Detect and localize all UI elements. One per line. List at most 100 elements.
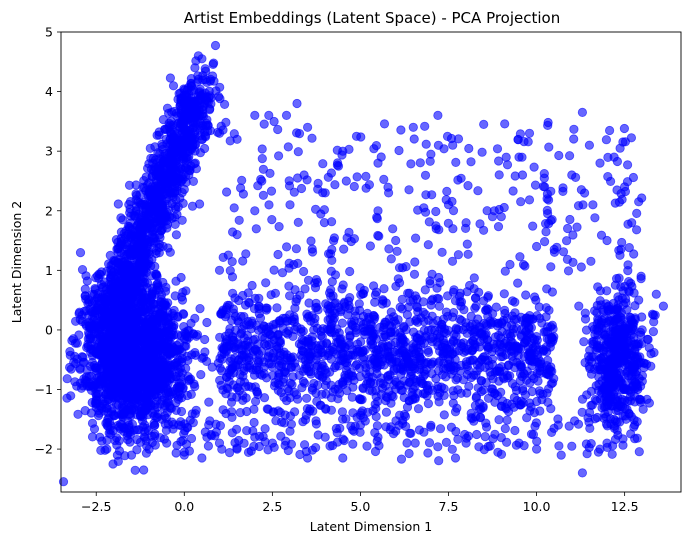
data-point bbox=[284, 281, 294, 291]
data-point bbox=[378, 295, 388, 305]
data-point bbox=[580, 308, 590, 318]
data-point bbox=[137, 288, 147, 299]
data-point bbox=[434, 456, 444, 466]
data-point bbox=[620, 294, 631, 304]
data-point bbox=[437, 247, 447, 257]
data-point bbox=[103, 354, 113, 365]
data-point bbox=[72, 338, 82, 348]
data-point bbox=[477, 147, 487, 157]
data-point bbox=[148, 340, 158, 350]
data-point bbox=[351, 360, 361, 371]
data-point bbox=[201, 132, 211, 142]
data-point bbox=[280, 410, 290, 420]
data-point bbox=[301, 393, 312, 403]
data-point bbox=[542, 284, 552, 294]
data-point bbox=[573, 419, 584, 429]
data-point bbox=[609, 337, 620, 348]
data-point bbox=[91, 363, 101, 374]
data-point bbox=[619, 123, 630, 134]
data-point bbox=[341, 414, 351, 424]
data-point bbox=[103, 381, 113, 392]
data-point bbox=[624, 276, 634, 287]
data-point bbox=[324, 307, 335, 318]
data-point bbox=[284, 291, 295, 301]
data-point bbox=[386, 331, 396, 341]
data-point bbox=[173, 312, 183, 322]
data-point bbox=[283, 142, 293, 152]
data-point bbox=[148, 232, 158, 243]
data-point bbox=[179, 321, 189, 332]
data-point bbox=[328, 236, 339, 246]
data-point bbox=[534, 386, 545, 396]
data-point bbox=[234, 215, 244, 225]
data-point bbox=[320, 380, 331, 391]
data-point bbox=[247, 280, 257, 291]
data-point bbox=[480, 431, 490, 442]
data-point bbox=[274, 222, 284, 232]
data-point bbox=[122, 314, 132, 324]
data-point bbox=[396, 454, 407, 464]
data-point bbox=[291, 244, 301, 254]
data-point bbox=[281, 328, 291, 338]
data-point bbox=[546, 262, 556, 272]
data-point bbox=[358, 383, 368, 394]
data-point bbox=[613, 300, 623, 310]
data-point bbox=[529, 292, 540, 302]
data-point bbox=[336, 355, 347, 366]
data-point bbox=[277, 268, 288, 278]
data-point bbox=[114, 422, 124, 432]
data-point bbox=[450, 407, 461, 417]
data-point bbox=[362, 441, 372, 451]
data-point bbox=[141, 247, 151, 257]
data-point bbox=[434, 397, 444, 407]
data-point bbox=[121, 370, 131, 381]
data-point bbox=[348, 345, 358, 355]
data-point bbox=[189, 329, 199, 339]
data-point bbox=[266, 186, 277, 196]
data-point bbox=[168, 389, 178, 399]
data-point bbox=[345, 332, 355, 342]
data-point bbox=[238, 390, 248, 400]
data-point bbox=[394, 263, 405, 273]
data-point bbox=[226, 397, 237, 407]
data-point bbox=[505, 259, 515, 270]
data-point bbox=[164, 122, 174, 132]
data-point bbox=[456, 301, 466, 311]
data-point bbox=[266, 290, 276, 300]
data-point bbox=[554, 441, 564, 451]
data-point bbox=[238, 256, 248, 266]
data-point bbox=[228, 380, 238, 390]
data-point bbox=[349, 181, 359, 192]
data-point bbox=[189, 159, 199, 169]
data-point bbox=[289, 312, 299, 322]
data-point bbox=[423, 398, 433, 409]
data-point bbox=[156, 194, 166, 204]
data-point bbox=[345, 266, 355, 277]
data-point bbox=[139, 465, 149, 475]
data-point bbox=[110, 256, 120, 266]
data-point bbox=[467, 319, 477, 329]
data-point bbox=[424, 217, 434, 227]
data-point bbox=[387, 353, 397, 363]
data-point bbox=[159, 299, 169, 309]
data-point bbox=[170, 212, 180, 222]
data-point bbox=[181, 363, 191, 373]
data-point bbox=[279, 392, 289, 402]
data-point bbox=[438, 314, 449, 324]
data-point bbox=[149, 350, 159, 360]
data-point bbox=[530, 180, 541, 190]
data-point bbox=[252, 362, 262, 372]
data-point bbox=[318, 159, 328, 169]
data-point bbox=[109, 342, 119, 352]
data-point bbox=[449, 285, 459, 295]
data-point bbox=[207, 362, 217, 372]
data-point bbox=[130, 313, 140, 323]
data-point bbox=[439, 324, 450, 334]
data-point bbox=[585, 423, 595, 433]
data-point bbox=[637, 312, 647, 322]
data-point bbox=[396, 125, 406, 135]
data-point bbox=[513, 278, 523, 288]
data-point bbox=[360, 359, 370, 369]
data-point bbox=[372, 361, 382, 371]
data-point bbox=[649, 317, 659, 327]
